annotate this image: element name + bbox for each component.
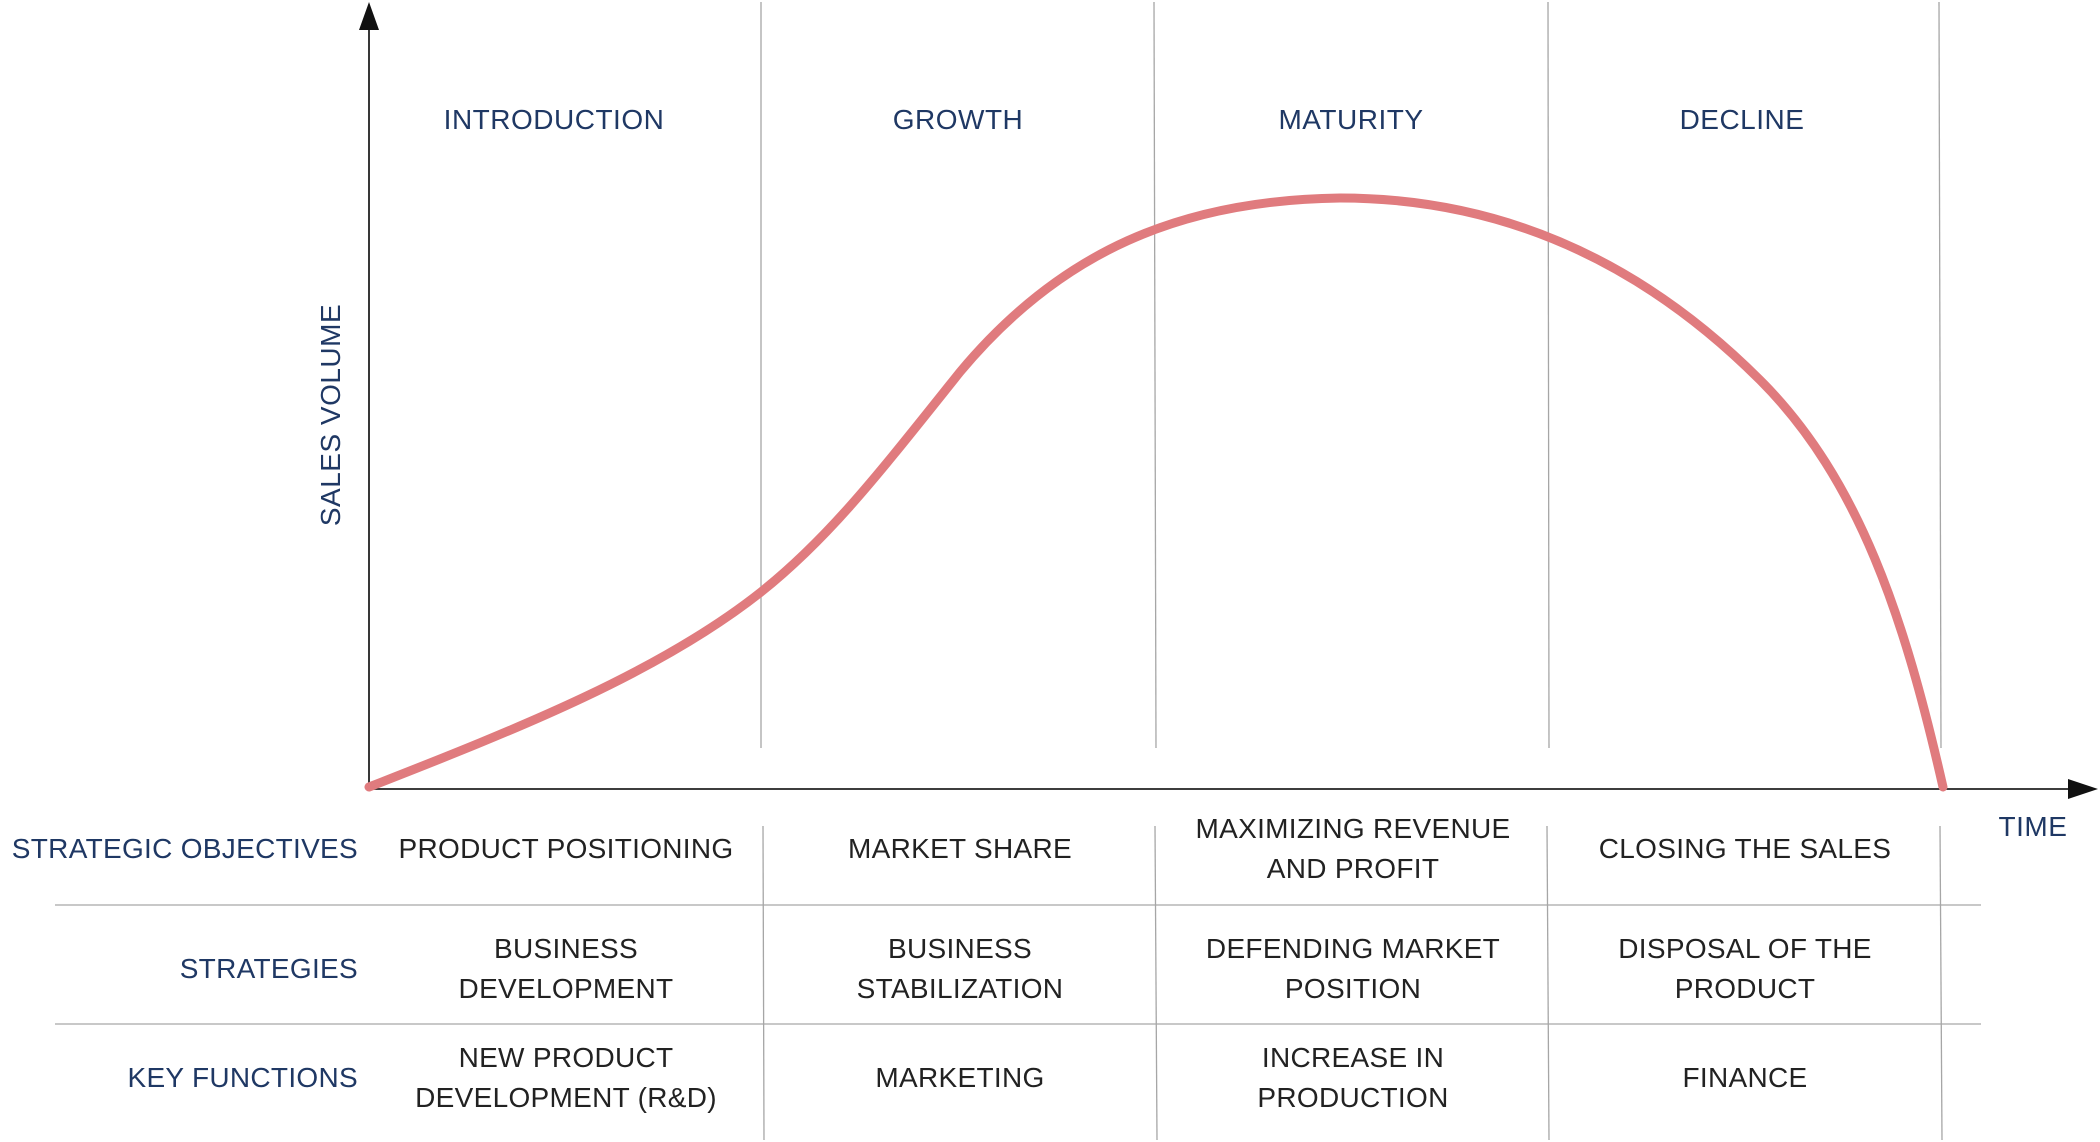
stage-divider-decline	[1547, 1, 1550, 749]
stage-divider-end	[1938, 1, 1942, 749]
stage-divider-maturity	[1153, 1, 1157, 749]
table-cell-strategic-objectives-1: PRODUCT POSITIONING	[399, 833, 734, 864]
table-cell-strategies-3: DEFENDING MARKET POSITION	[1206, 933, 1500, 1004]
strategy-table: STRATEGIC OBJECTIVES PRODUCT POSITIONING M…	[12, 813, 1891, 1113]
table-cell-strategic-objectives-2: MARKET SHARE	[848, 833, 1072, 864]
sales-curve	[364, 193, 1948, 792]
table-column-divider-4	[1939, 825, 1943, 1141]
table-cell-strategic-objectives-3: MAXIMIZING REVENUE AND PROFIT	[1196, 813, 1511, 884]
stage-title-maturity: MATURITY	[1278, 104, 1423, 135]
stage-title-introduction: INTRODUCTION	[444, 104, 665, 135]
x-axis-arrow-icon	[2068, 779, 2098, 799]
y-axis-arrow-icon	[359, 2, 379, 30]
table-cell-strategies-1: BUSINESS DEVELOPMENT	[459, 933, 674, 1004]
table-column-divider-2	[1154, 825, 1158, 1141]
table-column-divider-3	[1546, 825, 1550, 1141]
table-cell-strategies-2: BUSINESS STABILIZATION	[857, 933, 1064, 1004]
table-column-divider-1	[762, 825, 765, 1141]
row-label-strategic-objectives: STRATEGIC OBJECTIVES	[12, 833, 358, 864]
table-cell-strategies-4: DISPOSAL OF THE PRODUCT	[1618, 933, 1871, 1004]
row-label-key-functions: KEY FUNCTIONS	[127, 1062, 358, 1093]
y-axis-label: SALES VOLUME	[315, 304, 346, 526]
table-cell-key-functions-1: NEW PRODUCT DEVELOPMENT (R&D)	[415, 1042, 717, 1113]
table-cell-key-functions-4: FINANCE	[1683, 1062, 1808, 1093]
table-cell-strategic-objectives-4: CLOSING THE SALES	[1599, 833, 1891, 864]
table-cell-key-functions-3: INCREASE IN PRODUCTION	[1257, 1042, 1448, 1113]
row-label-strategies: STRATEGIES	[180, 953, 358, 984]
stage-title-growth: GROWTH	[893, 104, 1024, 135]
table-cell-key-functions-2: MARKETING	[875, 1062, 1044, 1093]
x-axis-label: TIME	[1999, 811, 2068, 842]
stage-title-decline: DECLINE	[1680, 104, 1805, 135]
